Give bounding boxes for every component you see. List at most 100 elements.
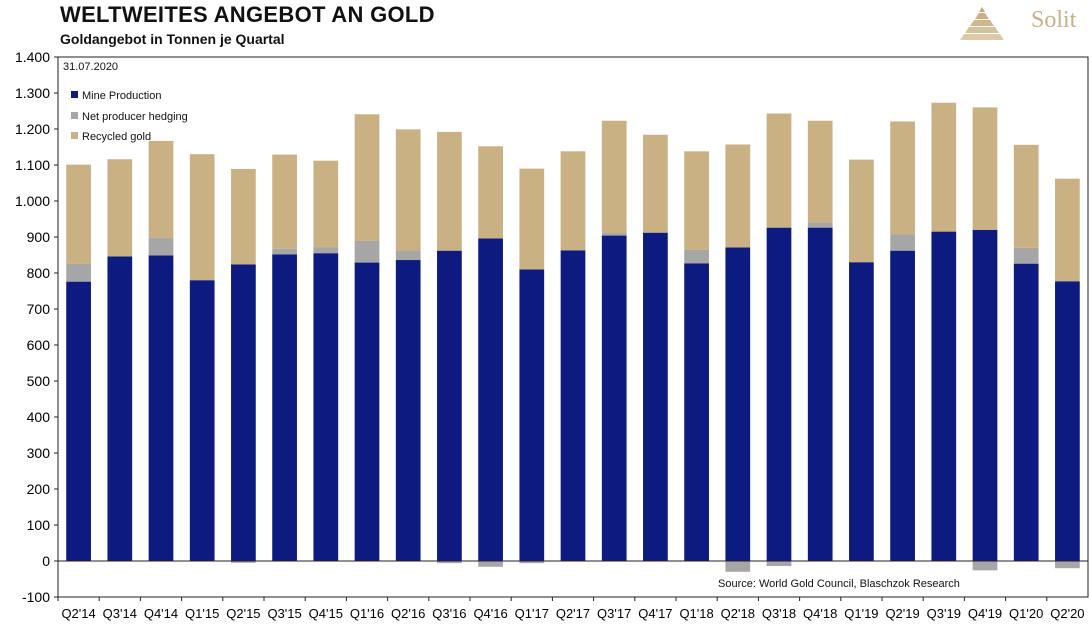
bar-recycled-gold-20 [849, 159, 874, 263]
x-tick-label: Q1'15 [185, 606, 219, 621]
bar-mine-production-18 [766, 227, 792, 561]
bar-net-producer-hedging-19 [807, 222, 833, 228]
bar-mine-production-14 [601, 235, 627, 561]
x-tick-label: Q4'14 [144, 606, 178, 621]
bar-net-producer-hedging-21 [890, 234, 915, 251]
bar-mine-production-25 [1055, 281, 1080, 561]
bar-mine-production-3 [148, 255, 174, 562]
x-tick-label: Q4'18 [803, 606, 837, 621]
x-tick-label: Q2'14 [61, 606, 95, 621]
bar-mine-production-23 [972, 229, 998, 562]
bar-recycled-gold-11 [478, 146, 503, 239]
x-tick-label: Q1'16 [350, 606, 384, 621]
y-tick-label: 500 [27, 373, 51, 389]
bar-mine-production-8 [354, 262, 380, 561]
bar-recycled-gold-22 [931, 102, 957, 232]
x-tick-label: Q2'15 [226, 606, 260, 621]
bar-mine-production-19 [807, 227, 833, 561]
y-tick-label: 100 [27, 517, 51, 533]
x-tick-label: Q4'17 [638, 606, 672, 621]
bar-recycled-gold-25 [1055, 178, 1080, 282]
bar-recycled-gold-21 [890, 121, 915, 235]
y-tick-label: 300 [27, 445, 51, 461]
bar-recycled-gold-15 [643, 134, 668, 233]
date-label: 31.07.2020 [63, 61, 118, 73]
bar-recycled-gold-18 [766, 113, 792, 228]
y-tick-label: 600 [27, 337, 51, 353]
x-tick-label: Q1'19 [844, 606, 878, 621]
legend-swatch-net-producer-hedging [71, 112, 78, 119]
bar-recycled-gold-10 [437, 131, 462, 251]
chart-subtitle: Goldangebot in Tonnen je Quartal [60, 31, 285, 47]
y-tick-label: 1.400 [15, 49, 50, 65]
bar-mine-production-13 [560, 250, 586, 561]
bar-mine-production-4 [189, 280, 215, 561]
bar-mine-production-9 [395, 260, 421, 561]
bar-recycled-gold-6 [272, 154, 297, 249]
bar-recycled-gold-12 [519, 168, 545, 270]
x-tick-label: Q3'16 [432, 606, 466, 621]
bar-mine-production-16 [684, 263, 709, 561]
bar-mine-production-22 [931, 231, 957, 561]
bar-mine-production-21 [890, 250, 915, 561]
y-tick-label: 1.100 [15, 157, 50, 173]
bar-mine-production-5 [231, 264, 256, 561]
bar-recycled-gold-2 [107, 159, 133, 257]
bar-mine-production-2 [107, 256, 133, 561]
brand-name: Solit [1031, 7, 1077, 33]
bar-net-producer-hedging-16 [684, 249, 709, 264]
x-tick-label: Q4'15 [309, 606, 343, 621]
bar-recycled-gold-4 [189, 154, 215, 281]
y-tick-label: 700 [27, 301, 51, 317]
bar-mine-production-6 [272, 254, 297, 561]
bar-recycled-gold-7 [313, 160, 339, 248]
x-tick-label: Q1'17 [515, 606, 549, 621]
bar-recycled-gold-24 [1013, 144, 1039, 248]
bar-mine-production-7 [313, 253, 339, 561]
legend-label-mine-production: Mine Production [82, 90, 162, 102]
bar-net-producer-hedging-9 [395, 251, 421, 261]
bar-net-producer-hedging-6 [272, 248, 297, 255]
x-tick-label: Q3'14 [103, 606, 137, 621]
bar-recycled-gold-19 [807, 120, 833, 223]
solit-logo-icon [960, 7, 1004, 40]
x-tick-label: Q3'19 [927, 606, 961, 621]
x-tick-label: Q4'16 [473, 606, 507, 621]
bar-recycled-gold-5 [231, 168, 256, 265]
x-tick-label: Q4'19 [968, 606, 1002, 621]
legend-swatch-recycled-gold [71, 132, 78, 139]
x-tick-label: Q2'20 [1050, 606, 1084, 621]
y-tick-label: 400 [27, 409, 51, 425]
bar-recycled-gold-13 [560, 151, 586, 251]
bar-net-producer-hedging-8 [354, 240, 380, 263]
x-tick-label: Q2'17 [556, 606, 590, 621]
bar-net-producer-hedging-14 [601, 233, 627, 236]
y-tick-label: 200 [27, 481, 51, 497]
legend-label-recycled-gold: Recycled gold [82, 131, 151, 143]
bar-net-producer-hedging-12 [519, 561, 545, 564]
legend: Mine Production Net producer hedging Rec… [71, 90, 188, 143]
y-tick-label: 900 [27, 229, 51, 245]
x-tick-label: Q2'19 [885, 606, 919, 621]
bar-recycled-gold-8 [354, 114, 380, 241]
bar-net-producer-hedging-25 [1055, 561, 1080, 569]
bar-mine-production-12 [519, 269, 545, 561]
source-label: Source: World Gold Council, Blaschzok Re… [718, 578, 960, 590]
bar-recycled-gold-17 [725, 144, 751, 248]
y-tick-label: 0 [42, 553, 50, 569]
bar-net-producer-hedging-7 [313, 247, 339, 254]
bar-net-producer-hedging-3 [148, 238, 174, 256]
y-tick-label: 1.000 [15, 193, 50, 209]
bar-net-producer-hedging-1 [66, 263, 91, 282]
bar-net-producer-hedging-11 [478, 561, 503, 567]
x-tick-label: Q1'20 [1009, 606, 1043, 621]
y-tick-label: 1.200 [15, 121, 50, 137]
x-tick-label: Q2'16 [391, 606, 425, 621]
bar-mine-production-11 [478, 238, 503, 561]
bar-net-producer-hedging-17 [725, 561, 751, 572]
bar-mine-production-1 [66, 281, 91, 561]
bar-mine-production-15 [643, 232, 668, 561]
bar-mine-production-20 [849, 262, 874, 561]
bar-mine-production-17 [725, 247, 751, 561]
